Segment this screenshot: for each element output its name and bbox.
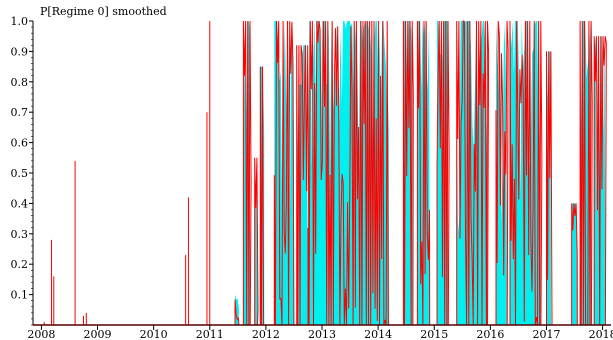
regime-line-9 bbox=[436, 20, 450, 326]
regime-line-16 bbox=[593, 36, 607, 326]
x-tick-label-7: 2015 bbox=[420, 328, 448, 340]
regime-line-1 bbox=[242, 20, 252, 326]
y-tick-label-8: 0.9 bbox=[11, 45, 29, 58]
y-tick-label-7: 0.8 bbox=[11, 76, 29, 89]
x-tick-label-0: 2008 bbox=[27, 328, 55, 340]
x-tick-label-3: 2011 bbox=[196, 328, 224, 340]
x-tick-label-2: 2010 bbox=[140, 328, 168, 340]
regime-line-10 bbox=[456, 20, 490, 326]
x-tick-label-9: 2017 bbox=[532, 328, 560, 340]
regime-fill-14 bbox=[571, 203, 578, 325]
y-tick-label-3: 0.4 bbox=[11, 197, 29, 210]
regime-line-14 bbox=[571, 203, 578, 326]
regime-fill-0 bbox=[235, 294, 239, 325]
x-tick-label-10: 2018 bbox=[589, 328, 613, 340]
regime-line-4 bbox=[273, 20, 295, 326]
regime-line-8 bbox=[416, 20, 431, 326]
y-tick-label-1: 0.2 bbox=[11, 258, 29, 271]
x-tick-label-8: 2016 bbox=[476, 328, 504, 340]
regime-line-5 bbox=[296, 45, 310, 326]
regime-line-11 bbox=[495, 20, 509, 326]
y-tick-label-6: 0.7 bbox=[11, 106, 29, 119]
axes: 0.1 0.2 0.3 0.4 0.5 0.6 0.7 0.8 0.9 1.0 2008 2009 20… bbox=[11, 15, 613, 340]
y-tick-label-5: 0.6 bbox=[11, 137, 29, 150]
regime-line-12 bbox=[509, 20, 543, 326]
regime-line-7 bbox=[402, 20, 414, 326]
y-tick-label-0: 0.1 bbox=[11, 289, 29, 302]
regime-line-2 bbox=[254, 157, 259, 326]
x-tick-label-5: 2013 bbox=[308, 328, 336, 340]
x-tick-label-1: 2009 bbox=[84, 328, 112, 340]
y-tick-label-2: 0.3 bbox=[11, 228, 29, 241]
regime-line-13 bbox=[546, 51, 553, 326]
regime-line-0 bbox=[234, 299, 240, 326]
regime-line-6 bbox=[307, 20, 390, 326]
y-tick-label-4: 0.5 bbox=[11, 167, 29, 180]
y-tick-label-9: 1.0 bbox=[11, 15, 29, 28]
x-tick-label-4: 2012 bbox=[252, 328, 280, 340]
chart-title: P[Regime 0] smoothed bbox=[40, 5, 167, 18]
x-tick-label-6: 2014 bbox=[364, 328, 392, 340]
